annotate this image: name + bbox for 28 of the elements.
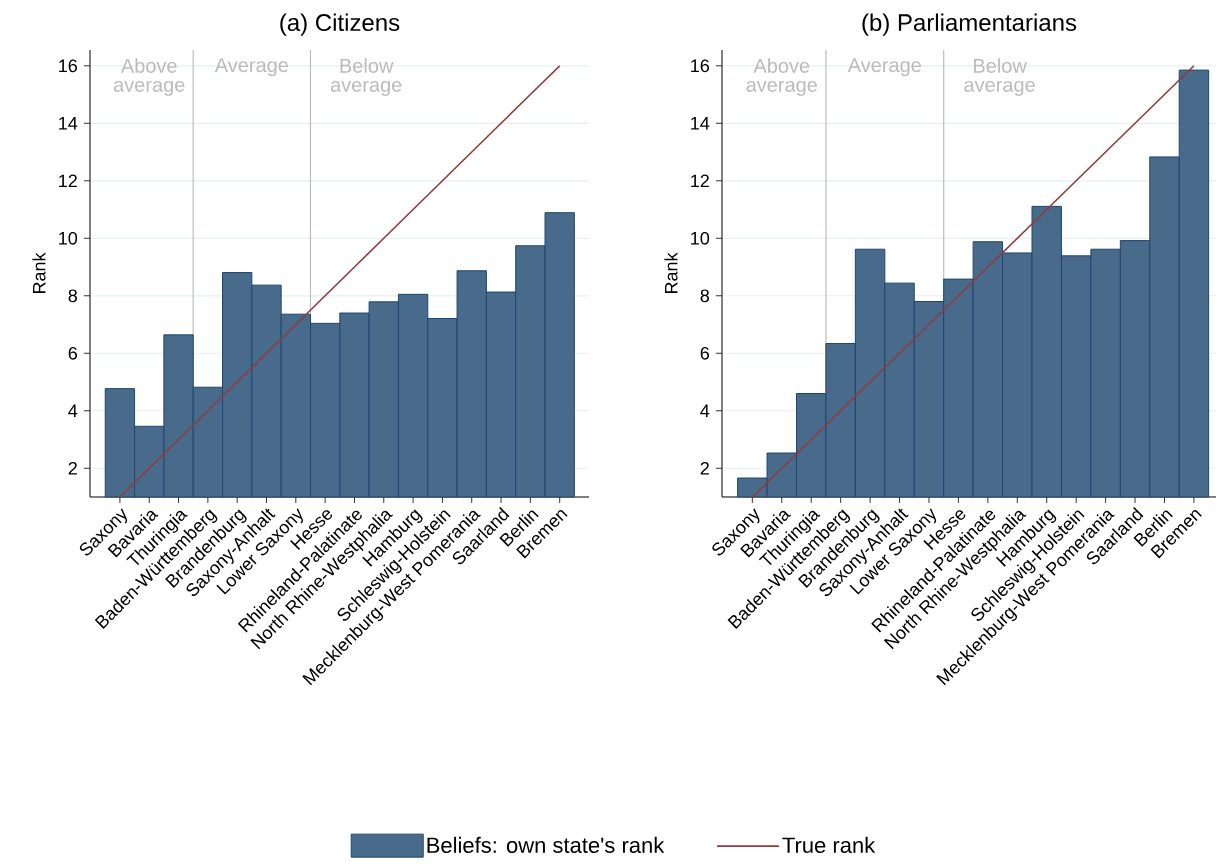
y-tick-label: 2 [700,461,709,475]
annotation: Above average [746,58,818,96]
y-tick-label: 2 [68,461,77,475]
legend-label: Beliefs: own state's rank [427,836,665,853]
y-tick-label: 10 [59,231,78,245]
chart-title: (a) Citizens [280,13,400,36]
y-tick-label: 12 [691,174,709,188]
y-tick-label: 16 [59,59,77,73]
y-tick-label: 14 [691,117,710,130]
y-tick-label: 8 [68,289,78,303]
y-tick-label: 4 [68,404,78,417]
y-tick-label: 8 [700,289,710,303]
legend-label: True rank [782,836,876,853]
y-axis-title: Rank [664,252,678,294]
y-tick-label: 12 [59,174,77,188]
y-tick-label: 14 [59,117,78,130]
annotation: Below average [964,58,1035,96]
chart-title: (b) Parliamentarians [862,13,1077,36]
y-tick-label: 6 [68,346,78,360]
annotation: Above average [113,58,185,96]
y-tick-label: 6 [700,346,710,360]
y-tick-label: 4 [700,404,710,417]
annotation: Average [847,58,921,77]
annotation: Average [214,58,289,77]
annotation: Below average [330,58,402,96]
y-axis-title: Rank [32,252,46,294]
y-tick-label: 16 [691,59,710,73]
y-tick-label: 10 [691,231,710,245]
